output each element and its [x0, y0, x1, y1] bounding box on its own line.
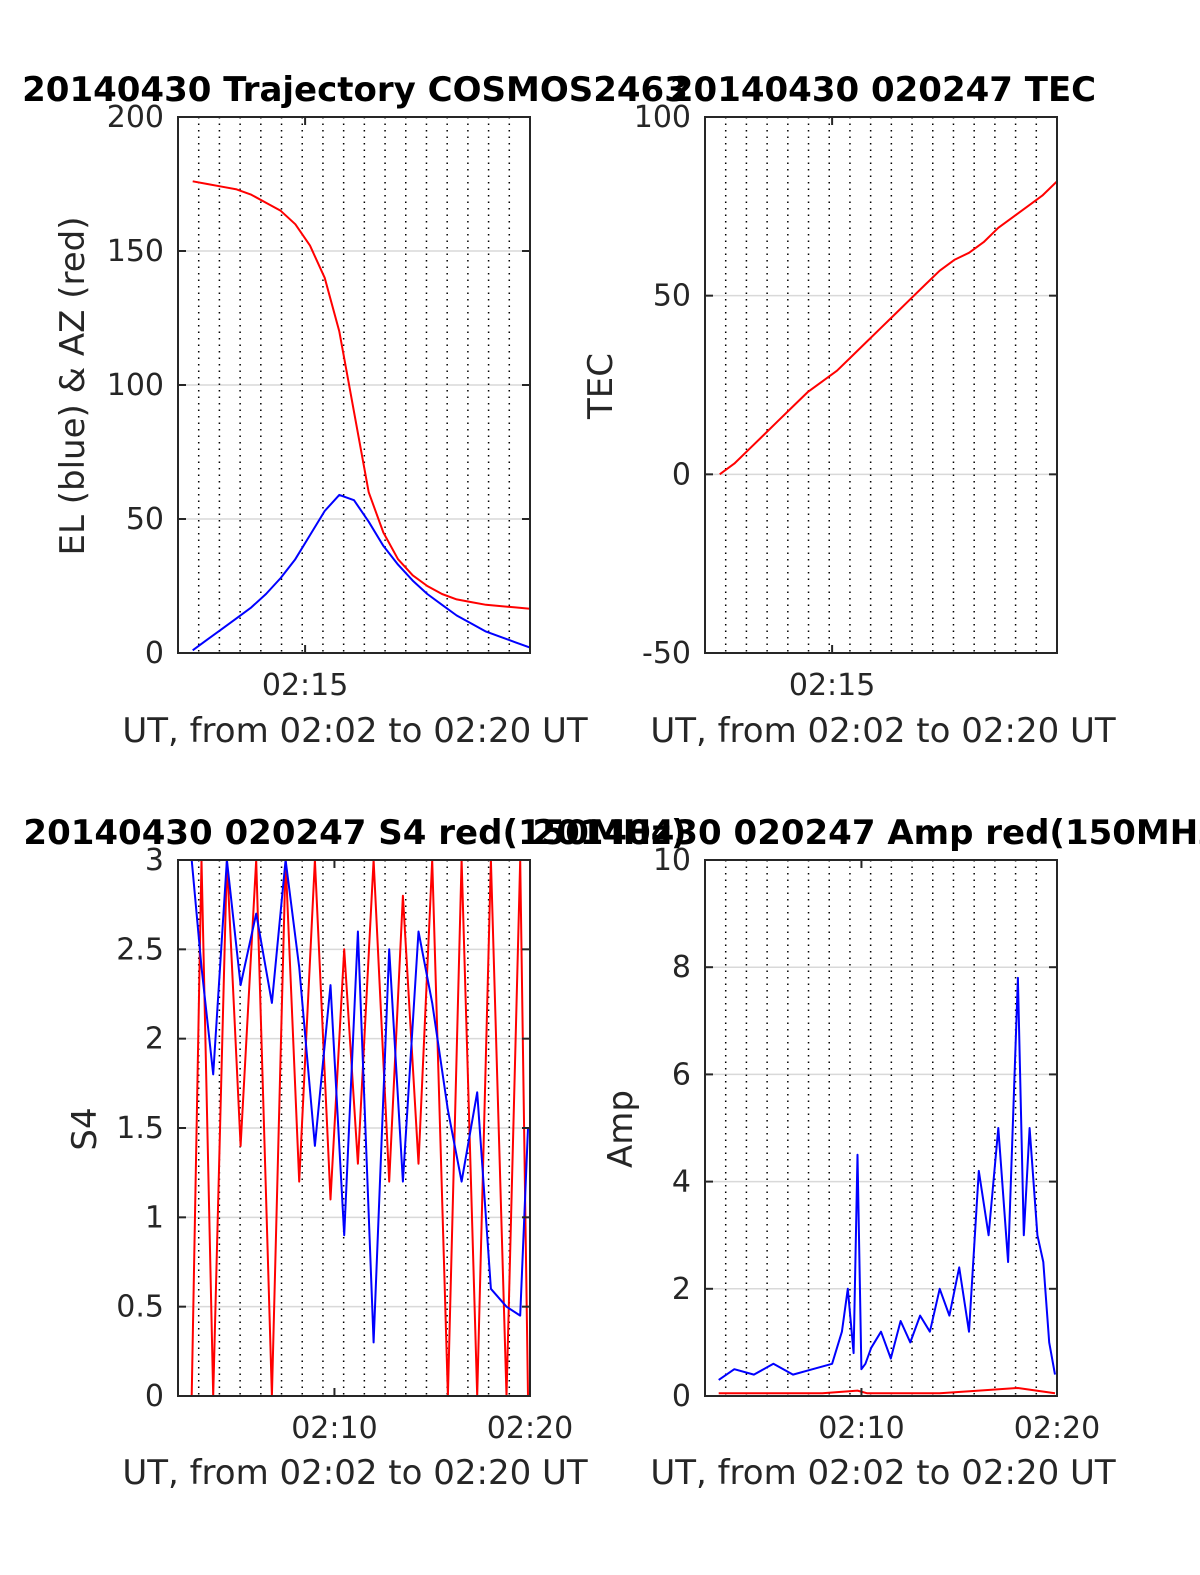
panel-amp-xtick-label-0: 02:10	[818, 1411, 904, 1446]
panel-amp-ytick-label-5: 10	[653, 843, 691, 878]
panel-trajectory-ytick-label-2: 100	[107, 368, 164, 403]
panel-trajectory-xlabel: UT, from 02:02 to 02:20 UT	[122, 711, 588, 751]
panel-s4-xlabel: UT, from 02:02 to 02:20 UT	[122, 1453, 588, 1493]
panel-s4-ytick-label-3: 1.5	[116, 1111, 164, 1146]
panel-s4-ytick-label-6: 3	[145, 843, 164, 878]
panel-amp-series-1	[718, 976, 1056, 1381]
panel-s4-title: 20140430 020247 S4 red(150MHz)	[23, 813, 686, 853]
panel-tec-ytick-label-3: 100	[634, 100, 691, 135]
panel-amp-title: 20140430 020247 Amp red(150MHz)	[532, 813, 1200, 853]
panel-trajectory-plot-area	[192, 180, 530, 652]
panel-s4-ytick-label-1: 0.5	[116, 1290, 164, 1325]
panel-trajectory: 20140430 Trajectory COSMOS2463 UT, from …	[22, 70, 688, 751]
panel-trajectory-series-0	[192, 180, 530, 610]
panel-tec-title: 20140430 020247 TEC	[670, 70, 1096, 110]
panel-tec-xlabel: UT, from 02:02 to 02:20 UT	[650, 711, 1116, 751]
panel-amp-axes-box	[704, 859, 1058, 1397]
panel-s4-series-0	[190, 860, 529, 1396]
panel-tec: 20140430 020247 TEC UT, from 02:02 to 02…	[581, 70, 1116, 751]
panel-s4-ytick-label-0: 0	[145, 1379, 164, 1414]
panel-amp-ytick-label-0: 0	[672, 1379, 691, 1414]
panel-tec-series-0	[719, 180, 1057, 476]
panel-amp-ytick-label-4: 8	[672, 950, 691, 985]
panel-trajectory-ytick-label-0: 0	[145, 636, 164, 671]
panel-amp-ytick-label-1: 2	[672, 1272, 691, 1307]
panel-s4-plot-area	[190, 860, 529, 1396]
panel-s4-ytick-label-2: 1	[145, 1200, 164, 1235]
panel-trajectory-xtick-label-0: 02:15	[262, 668, 348, 703]
panel-tec-ylabel: TEC	[581, 353, 621, 420]
panel-amp-ytick-label-2: 4	[672, 1165, 691, 1200]
panel-amp-ylabel: Amp	[601, 1090, 641, 1168]
panel-trajectory-series-1	[192, 493, 530, 652]
panel-s4: 20140430 020247 S4 red(150MHz) UT, from …	[23, 813, 686, 1493]
panel-s4-xtick-label-1: 02:20	[487, 1411, 573, 1446]
panel-amp-xtick-label-1: 02:20	[1014, 1411, 1100, 1446]
panel-trajectory-ylabel: EL (blue) & AZ (red)	[53, 216, 93, 555]
panel-s4-xtick-label-0: 02:10	[291, 1411, 377, 1446]
panel-tec-plot-area	[719, 180, 1057, 476]
panel-amp-plot-area	[718, 976, 1056, 1395]
panel-amp-ytick-label-3: 6	[672, 1057, 691, 1092]
panel-amp: 20140430 020247 Amp red(150MHz) UT, from…	[532, 813, 1200, 1493]
panel-tec-ytick-label-2: 50	[653, 279, 691, 314]
panel-s4-ytick-label-5: 2.5	[116, 932, 164, 967]
panel-s4-series-1	[190, 860, 529, 1344]
panel-trajectory-title: 20140430 Trajectory COSMOS2463	[22, 70, 688, 110]
panel-trajectory-ytick-label-4: 200	[107, 100, 164, 135]
panel-trajectory-ytick-label-3: 150	[107, 234, 164, 269]
panel-s4-ytick-label-4: 2	[145, 1022, 164, 1057]
panel-tec-xtick-label-0: 02:15	[789, 668, 875, 703]
panel-amp-xlabel: UT, from 02:02 to 02:20 UT	[650, 1453, 1116, 1493]
panel-amp-series-0	[718, 1387, 1056, 1395]
panel-tec-ytick-label-0: -50	[642, 636, 691, 671]
panel-tec-axes-box	[704, 116, 1058, 654]
panel-tec-ytick-label-1: 0	[672, 457, 691, 492]
panel-s4-ylabel: S4	[65, 1107, 105, 1150]
panel-trajectory-ytick-label-1: 50	[126, 502, 164, 537]
